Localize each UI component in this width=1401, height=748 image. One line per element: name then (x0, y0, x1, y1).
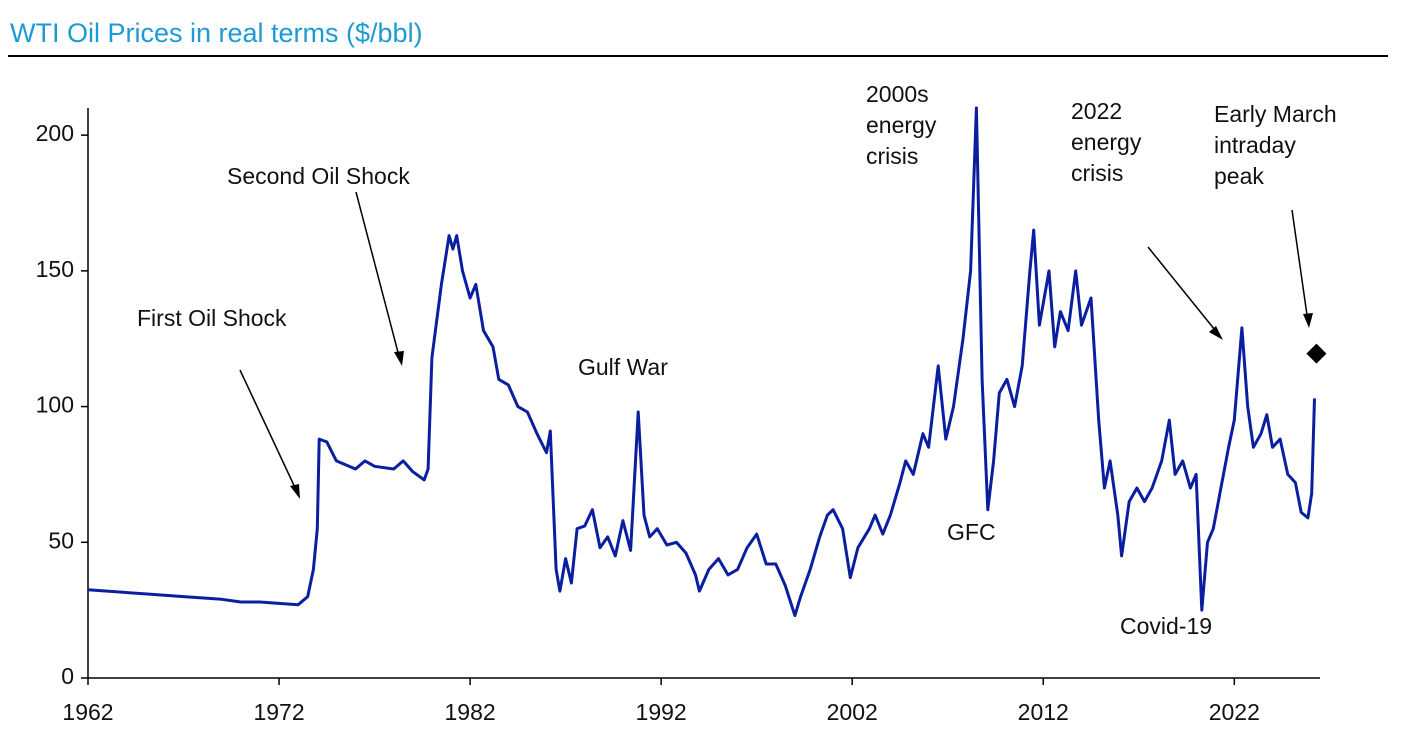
annotation-line: crisis (1071, 160, 1123, 186)
y-tick-label: 50 (48, 527, 74, 553)
arrow (239, 369, 299, 495)
annotation-line: 2022 (1071, 98, 1122, 124)
annotation-line: GFC (947, 519, 996, 545)
arrows (239, 191, 1313, 499)
annotation-line: peak (1214, 163, 1264, 189)
arrow-head (290, 484, 300, 499)
x-tick-label: 2002 (827, 699, 878, 725)
arrow (355, 191, 401, 361)
annotation-line: intraday (1214, 132, 1296, 158)
x-tick-label: 1982 (445, 699, 496, 725)
peak-marker (1306, 343, 1327, 364)
x-tick-label: 1992 (636, 699, 687, 725)
annotation: Gulf War (578, 354, 668, 380)
chart-title: WTI Oil Prices in real terms ($/bbl) (10, 18, 423, 48)
arrow-head (394, 351, 404, 366)
arrow (1147, 246, 1220, 336)
annotation-line: 2000s (866, 81, 929, 107)
annotation: GFC (947, 519, 996, 545)
x-tick-label: 2012 (1018, 699, 1069, 725)
y-tick-label: 0 (61, 663, 74, 689)
annotation-line: crisis (866, 143, 918, 169)
annotation-line: First Oil Shock (137, 305, 287, 331)
annotation-line: Second Oil Shock (227, 163, 410, 189)
arrow-head (1303, 313, 1313, 328)
annotation: 2000s energy crisis (866, 81, 937, 169)
y-tick-label: 100 (36, 392, 74, 418)
x-tick-label: 1962 (62, 699, 113, 725)
annotation-line: Covid-19 (1120, 613, 1212, 639)
y-tick-label: 150 (36, 256, 74, 282)
x-tick-label: 2022 (1209, 699, 1260, 725)
y-tick-label: 200 (36, 120, 74, 146)
annotation-line: energy (1071, 129, 1142, 155)
annotation: Early March intraday peak (1214, 101, 1337, 189)
line (87, 106, 1316, 618)
annotation-line: Early March (1214, 101, 1337, 127)
x-tick-label: 1972 (253, 699, 304, 725)
annotation: 2022 energy crisis (1071, 98, 1142, 186)
annotation: First Oil Shock (137, 305, 287, 331)
annotation: Second Oil Shock (227, 163, 410, 189)
annotation-line: energy (866, 112, 937, 138)
annotation: Covid-19 (1120, 613, 1212, 639)
arrow (1291, 209, 1309, 323)
arrow-head (1209, 326, 1223, 340)
annotation-line: Gulf War (578, 354, 668, 380)
